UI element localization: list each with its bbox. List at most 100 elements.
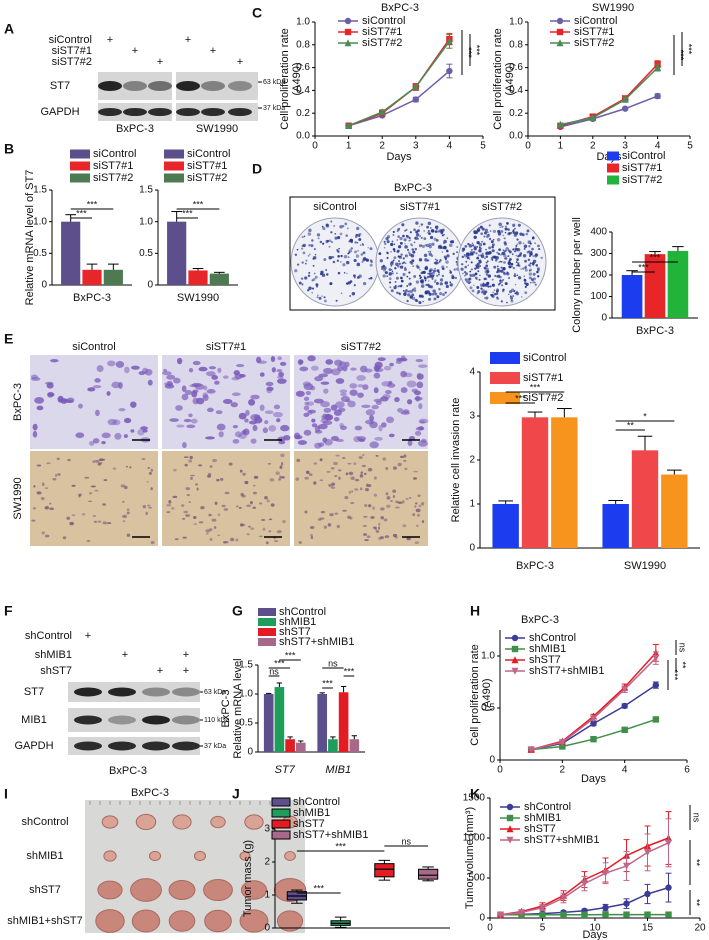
colony: [481, 252, 484, 256]
colony: [406, 285, 409, 287]
legend-label: shST7: [293, 818, 325, 830]
colony: [532, 259, 537, 264]
colony: [484, 257, 486, 260]
cell: [181, 517, 186, 520]
cell: [184, 389, 193, 395]
colony: [502, 271, 506, 274]
cell: [41, 482, 45, 487]
colony: [496, 271, 499, 273]
dish-label: siControl: [313, 201, 356, 213]
sign: +: [210, 45, 216, 57]
colony: [410, 243, 413, 246]
colony: [478, 260, 482, 264]
colony: [514, 227, 516, 230]
point: [518, 909, 525, 917]
colony: [403, 292, 407, 296]
colony: [409, 283, 412, 285]
colony: [529, 281, 532, 284]
cell: [129, 465, 132, 469]
cell: [408, 496, 412, 499]
legend-label: siControl: [523, 352, 566, 364]
cell: [403, 459, 407, 462]
x-axis-label: Days: [386, 151, 412, 163]
colony: [440, 230, 444, 234]
significance: ***: [684, 44, 694, 55]
cell: [375, 529, 380, 533]
point: [621, 686, 629, 694]
colony: [325, 269, 328, 271]
cell: [31, 519, 36, 522]
cell: [305, 470, 310, 475]
colony: [503, 268, 505, 270]
point: [652, 681, 660, 689]
colony: [400, 276, 403, 280]
colony: [308, 244, 311, 247]
colony: [511, 253, 514, 256]
colony: [467, 281, 471, 285]
colony: [482, 242, 486, 246]
cell: [310, 385, 316, 391]
colony: [446, 254, 450, 258]
cell: [295, 477, 300, 481]
cell: [267, 462, 272, 465]
cell: [370, 516, 375, 519]
colony: [503, 260, 506, 264]
point: [665, 839, 672, 847]
cell: [148, 472, 153, 475]
cell: [92, 514, 97, 517]
cell: [249, 500, 253, 505]
legend-marker: [506, 814, 514, 822]
cell: [212, 458, 218, 463]
cell: [334, 475, 338, 478]
cell-label: BxPC-3: [116, 123, 154, 135]
colony: [359, 244, 362, 246]
cell: [248, 525, 251, 528]
cell: [112, 467, 117, 470]
colony: [434, 267, 437, 270]
colony: [418, 225, 421, 228]
photo: [85, 800, 305, 933]
colony: [427, 272, 430, 275]
colony: [527, 258, 531, 262]
cell: [123, 514, 128, 519]
cell: [309, 526, 315, 529]
colony: [520, 268, 522, 270]
colony: [523, 279, 527, 282]
colony: [324, 299, 327, 303]
colony: [420, 271, 424, 275]
colony: [523, 275, 526, 277]
colony: [429, 250, 432, 253]
cell: [54, 473, 58, 478]
cell: [276, 378, 287, 384]
colony: [406, 248, 410, 252]
colony: [499, 279, 503, 284]
line: [348, 70, 450, 127]
legend-label: shMIB1: [524, 812, 561, 824]
colony: [480, 287, 483, 290]
cell: [101, 440, 106, 445]
colony: [498, 222, 502, 227]
colony: [486, 231, 489, 234]
cell: [266, 499, 270, 503]
colony: [521, 233, 525, 237]
cell: [265, 381, 274, 387]
line: [348, 38, 451, 127]
colony: [326, 239, 330, 243]
cell: [200, 506, 205, 510]
cell: [268, 530, 272, 533]
legend-marker: [511, 667, 519, 675]
colony: [316, 233, 321, 237]
point: [560, 911, 567, 918]
cell: [166, 380, 173, 387]
cell: [412, 513, 416, 517]
colony: [405, 228, 408, 231]
colony: [502, 278, 505, 281]
legend-label: siST7#2: [362, 37, 402, 49]
bar: [82, 269, 102, 285]
colony: [424, 291, 428, 294]
legend-swatch: [164, 161, 184, 171]
cell: [412, 477, 417, 480]
colony: [467, 264, 469, 267]
micrograph: [162, 451, 290, 546]
colony: [422, 300, 424, 303]
